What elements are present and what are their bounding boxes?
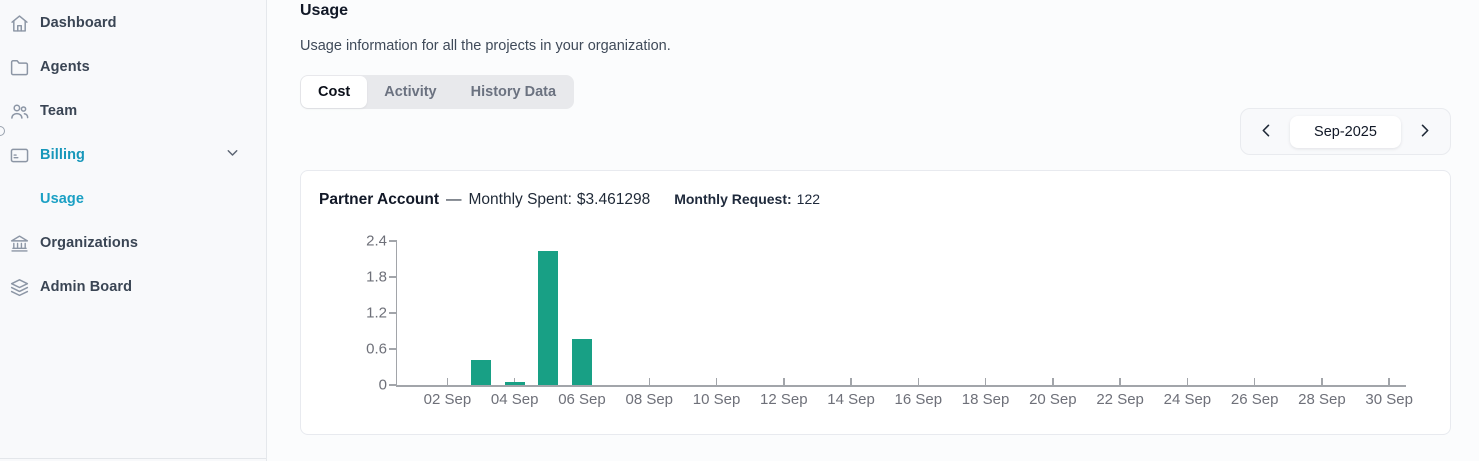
page-title: Usage xyxy=(300,2,349,19)
y-axis-tick xyxy=(389,240,397,242)
bank-icon xyxy=(8,232,30,254)
tab-activity[interactable]: Activity xyxy=(367,76,453,108)
usage-tabs: Cost Activity History Data xyxy=(300,75,575,109)
x-axis-tick xyxy=(1321,378,1323,385)
account-name: Partner Account xyxy=(319,191,440,208)
sidebar-item-agents[interactable]: Agents xyxy=(0,45,266,89)
separator: — xyxy=(446,191,462,208)
x-axis-tick xyxy=(1186,378,1189,385)
x-axis-tick xyxy=(446,378,449,385)
sidebar-item-billing[interactable]: Billing xyxy=(0,133,266,177)
sidebar-item-usage[interactable]: Usage xyxy=(0,177,266,221)
card-header: Partner Account — Monthly Spent: $3.4612… xyxy=(319,191,820,209)
monthly-spent-value: $3.461298 xyxy=(576,191,651,208)
x-axis-label: 22 Sep xyxy=(1096,391,1144,408)
x-axis-tick xyxy=(648,378,650,385)
chevron-left-icon xyxy=(1257,121,1276,143)
y-axis-label: 0.6 xyxy=(366,340,387,358)
usage-card: Partner Account — Monthly Spent: $3.4612… xyxy=(300,170,1451,435)
current-month-pill[interactable]: Sep-2025 xyxy=(1290,115,1401,148)
sidebar-item-label: Team xyxy=(40,103,78,119)
sidebar-item-label: Organizations xyxy=(40,235,138,251)
home-icon xyxy=(8,12,30,34)
sidebar-item-label: Usage xyxy=(40,191,85,207)
x-axis-label: 12 Sep xyxy=(760,391,808,408)
x-axis-tick xyxy=(850,378,852,385)
x-axis-label: 20 Sep xyxy=(1029,391,1077,408)
month-navigator: Sep-2025 xyxy=(1240,108,1451,155)
x-axis-tick xyxy=(917,378,920,385)
monthly-spent-label: Monthly Spent: xyxy=(468,191,572,208)
sidebar-item-label: Admin Board xyxy=(40,279,133,295)
x-axis-label: 08 Sep xyxy=(625,391,674,408)
y-axis-tick xyxy=(389,384,397,386)
x-axis-tick xyxy=(1388,378,1390,385)
monthly-request-label: Monthly Request: xyxy=(674,191,792,207)
y-axis-tick xyxy=(389,348,397,350)
x-axis-tick xyxy=(1253,378,1256,385)
chart-bar[interactable] xyxy=(470,360,492,385)
x-axis-label: 30 Sep xyxy=(1365,391,1413,408)
layers-icon xyxy=(8,276,30,298)
chart-bar[interactable] xyxy=(538,250,559,385)
sidebar-item-label: Billing xyxy=(40,147,85,163)
tab-cost[interactable]: Cost xyxy=(301,76,368,108)
x-axis-tick xyxy=(783,378,785,385)
y-axis-tick xyxy=(389,276,397,278)
y-axis-label: 0 xyxy=(378,376,387,394)
team-icon xyxy=(8,100,30,122)
sidebar: Dashboard Agents Team Billing Usage Orga… xyxy=(0,0,267,461)
page-subtitle: Usage information for all the projects i… xyxy=(300,38,671,54)
sidebar-item-label: Dashboard xyxy=(40,15,117,31)
y-axis-label: 1.2 xyxy=(366,304,387,322)
sidebar-item-team[interactable]: Team xyxy=(0,89,266,133)
x-axis-label: 24 Sep xyxy=(1163,391,1212,408)
chevron-right-icon xyxy=(1415,121,1434,143)
y-axis-tick xyxy=(389,312,397,314)
chart-bar[interactable] xyxy=(571,339,593,385)
folder-icon xyxy=(8,56,30,78)
x-axis-label: 14 Sep xyxy=(827,391,875,408)
chart-plot: 0 0.6 1.2 1.8 2.4 02 Sep 04 Sep 06 Sep 08 Sep 10 … xyxy=(366,233,1413,409)
next-month-button[interactable] xyxy=(1412,119,1438,145)
credit-card-icon xyxy=(8,144,30,166)
x-axis-label: 06 Sep xyxy=(558,391,606,408)
x-axis-tick xyxy=(984,378,987,385)
x-axis-label: 26 Sep xyxy=(1230,391,1279,408)
sidebar-divider xyxy=(0,458,266,459)
x-axis-label: 16 Sep xyxy=(894,391,943,408)
x-axis-tick xyxy=(513,378,516,385)
x-axis-tick xyxy=(715,378,718,385)
prev-month-button[interactable] xyxy=(1253,119,1279,145)
x-axis-label: 10 Sep xyxy=(692,391,741,408)
sidebar-item-label: Agents xyxy=(40,59,90,75)
x-axis-tick xyxy=(1119,378,1121,385)
sidebar-item-admin-board[interactable]: Admin Board xyxy=(0,265,266,309)
x-axis-label: 28 Sep xyxy=(1298,391,1346,408)
y-axis-label: 1.8 xyxy=(366,268,387,286)
x-axis-label: 18 Sep xyxy=(961,391,1010,408)
x-axis-label: 02 Sep xyxy=(423,391,472,408)
monthly-request-value: 122 xyxy=(796,191,821,207)
chart-bar[interactable] xyxy=(504,382,525,385)
sidebar-item-organizations[interactable]: Organizations xyxy=(0,221,266,265)
x-axis-label: 04 Sep xyxy=(490,391,539,408)
chevron-down-icon[interactable] xyxy=(224,144,241,166)
y-axis-label: 2.4 xyxy=(366,232,387,250)
sidebar-item-dashboard[interactable]: Dashboard xyxy=(0,1,266,45)
x-axis-tick xyxy=(1052,378,1054,385)
tab-history-data[interactable]: History Data xyxy=(454,76,573,108)
